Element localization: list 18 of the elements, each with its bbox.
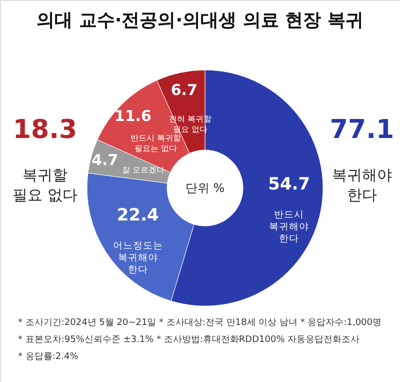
text: 복귀해야 한다 <box>332 166 392 204</box>
data-label: 4.7 <box>92 150 118 169</box>
text: 18.3 <box>12 115 78 145</box>
slice-label: 잘 모르겠다 <box>122 166 165 175</box>
slice-label: 반드시 복귀할 필요는 없다 <box>130 133 181 153</box>
text: 단위 % <box>185 181 225 195</box>
text: 77.1 <box>330 115 394 145</box>
data-label: 6.7 <box>170 81 198 100</box>
text: 복귀할 필요 없다 <box>12 166 78 204</box>
chart-title: 의대 교수·전공의·의대생 의료 현장 복귀 <box>36 10 364 31</box>
text: * 표본오차:95%신뢰수준 ±3.1% * 조사방법:휴대전화RDD100% 자동응답전화조사 <box>18 335 360 345</box>
data-label: 22.4 <box>116 206 160 226</box>
data-label: 54.7 <box>268 174 310 194</box>
text: * 응답률:2.4% <box>18 352 79 362</box>
slice-label: 반드시 복귀해야 한다 <box>269 209 310 244</box>
slice-label: 어느정도는 복귀해야 한다 <box>112 240 163 276</box>
data-label: 11.6 <box>114 106 152 125</box>
text: * 조사기간:2024년 5월 20~21일 * 조사대상:전국 만18세 이상 남녀 * 응답자수:1,000명 <box>18 318 382 328</box>
